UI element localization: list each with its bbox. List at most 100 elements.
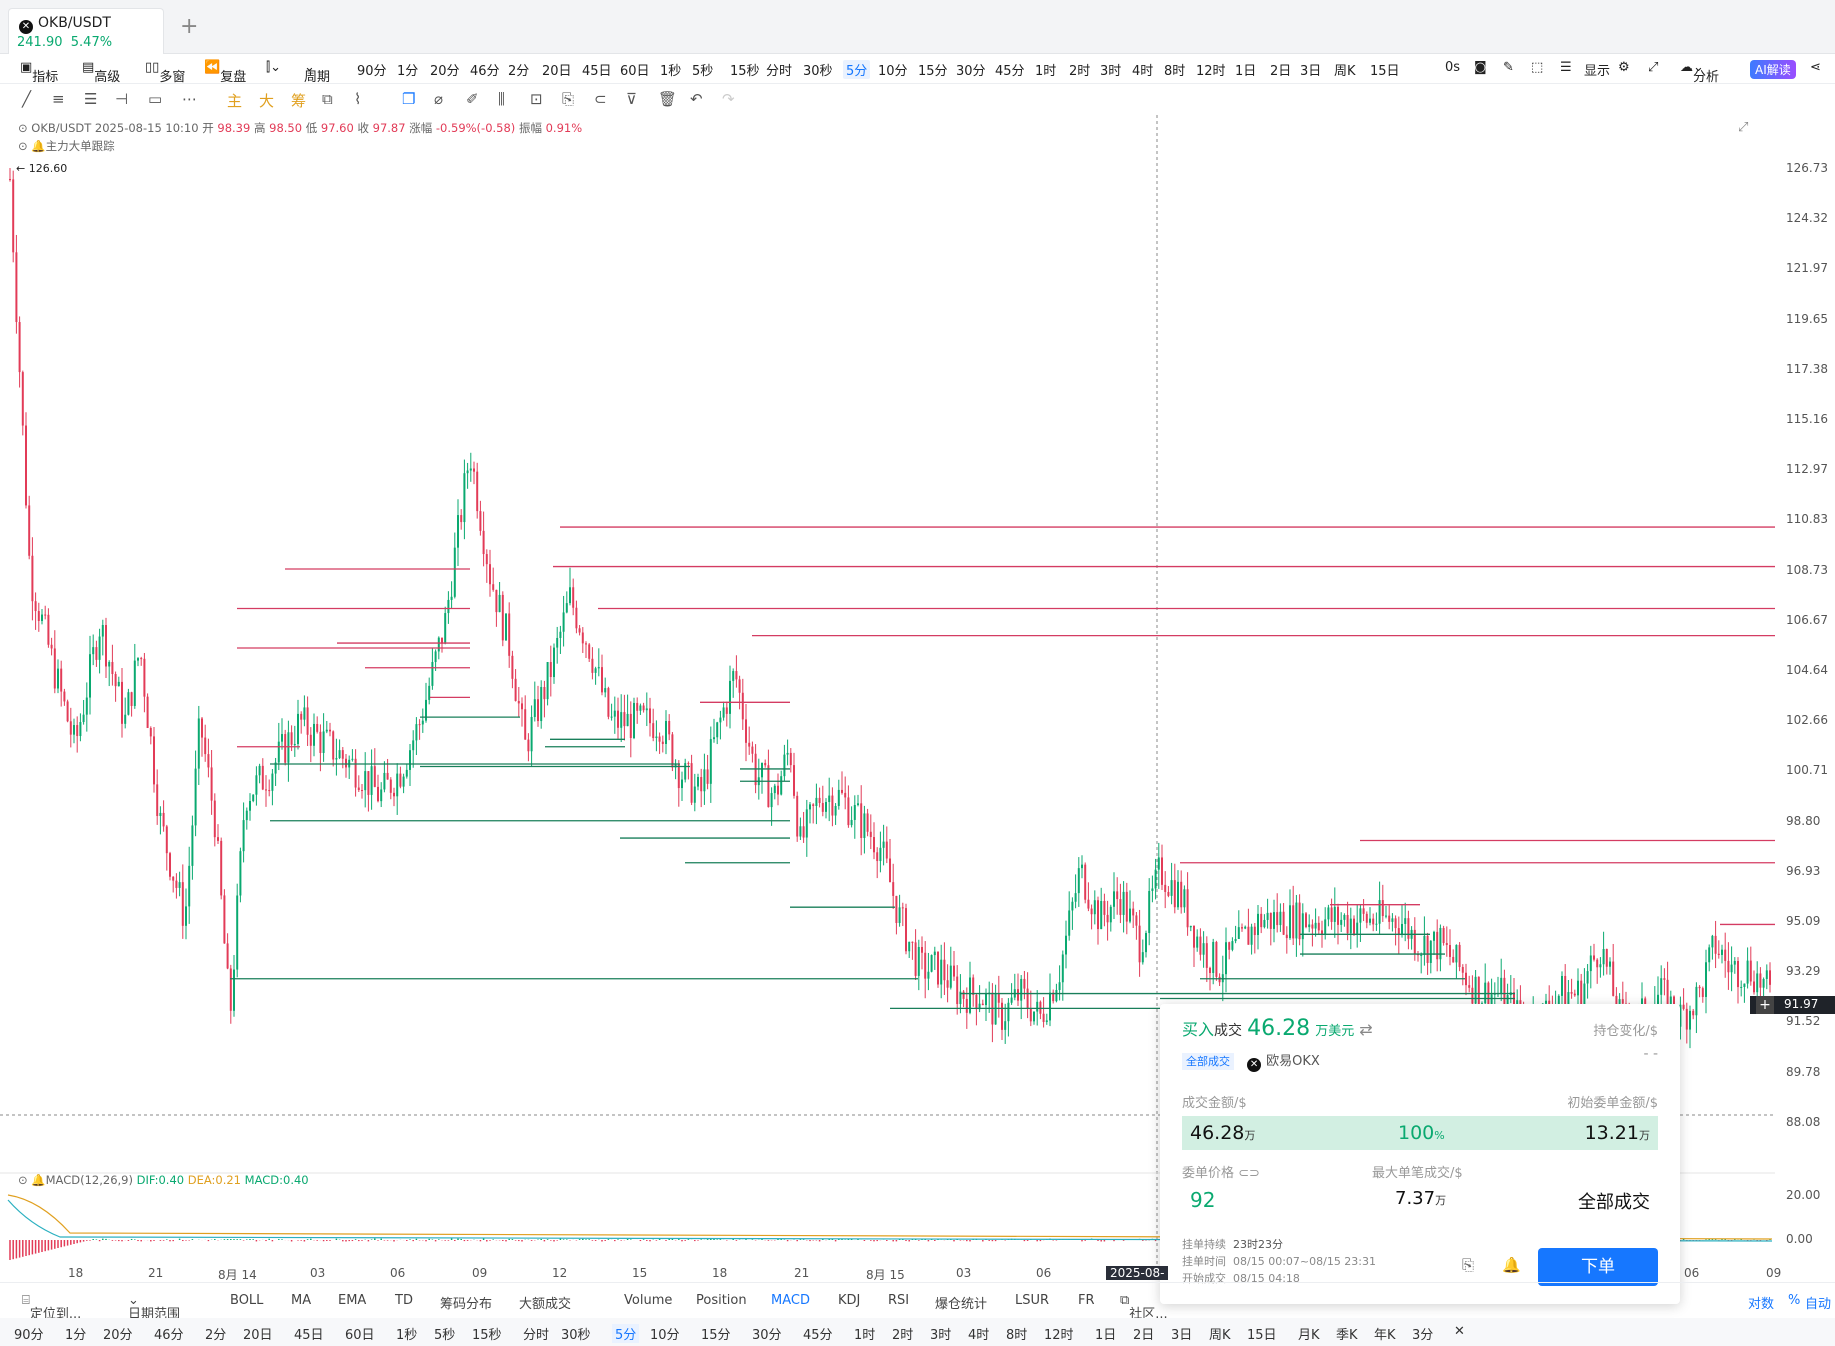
- lock-icon[interactable]: ⊡: [530, 90, 543, 108]
- ind-ma[interactable]: MA: [291, 1293, 312, 1308]
- close-icon[interactable]: ✕: [1454, 1324, 1465, 1339]
- indicators-button[interactable]: ▣ 指标: [20, 60, 59, 85]
- toolbar-period-16[interactable]: 30分: [956, 64, 986, 79]
- rect-tool-icon[interactable]: ▭: [148, 90, 163, 108]
- toolbar-period-26[interactable]: 3日: [1300, 64, 1322, 79]
- toolbar-period-13[interactable]: 5分: [843, 60, 871, 79]
- period-bar-item-27[interactable]: 周K: [1209, 1328, 1231, 1343]
- toolbar-period-18[interactable]: 1时: [1035, 64, 1057, 79]
- toolbar-period-0[interactable]: 90分: [357, 64, 387, 79]
- ind-td[interactable]: TD: [395, 1293, 413, 1308]
- auto-button[interactable]: 自动: [1805, 1297, 1832, 1312]
- display-button[interactable]: 显示: [1584, 64, 1611, 79]
- ind-lsur[interactable]: LSUR: [1015, 1293, 1050, 1308]
- toolbar-period-11[interactable]: 分时: [766, 64, 793, 79]
- magnet-icon[interactable]: ⊂: [594, 90, 607, 108]
- period-bar-item-18[interactable]: 1时: [854, 1328, 876, 1343]
- period-bar-item-7[interactable]: 60日: [345, 1328, 375, 1343]
- ind-fr[interactable]: FR: [1078, 1293, 1095, 1308]
- big-order-button[interactable]: 大: [259, 92, 275, 110]
- toolbar-period-14[interactable]: 10分: [878, 64, 908, 79]
- ind-ema[interactable]: EMA: [338, 1293, 367, 1308]
- toolbar-period-28[interactable]: 15日: [1370, 64, 1400, 79]
- ai-interpret-button[interactable]: AI解读: [1750, 60, 1796, 79]
- period-bar-item-2[interactable]: 20分: [103, 1328, 133, 1343]
- date-range-button[interactable]: 日期范围 ⌄: [128, 1293, 181, 1322]
- line-tool-icon[interactable]: ╱: [22, 90, 32, 108]
- period-bar-item-4[interactable]: 2分: [205, 1328, 227, 1343]
- period-bar-item-5[interactable]: 20日: [243, 1328, 273, 1343]
- toolbar-period-9[interactable]: 5秒: [692, 64, 714, 79]
- main-force-button[interactable]: 主: [227, 92, 243, 110]
- toolbar-period-7[interactable]: 60日: [620, 64, 650, 79]
- trash-icon[interactable]: 🗑: [658, 90, 678, 108]
- analysis-button[interactable]: ☁ 分析 ⌄: [1680, 60, 1720, 85]
- toolbar-period-24[interactable]: 1日: [1235, 64, 1257, 79]
- toolbar-period-19[interactable]: 2时: [1069, 64, 1091, 79]
- ind-rsi[interactable]: RSI: [888, 1293, 910, 1308]
- filter-icon[interactable]: ⊽: [626, 90, 637, 108]
- period-bar-item-14[interactable]: 10分: [650, 1328, 680, 1343]
- bell-icon[interactable]: 🔔: [1502, 1256, 1521, 1274]
- period-dropdown[interactable]: 周期 ⌄: [304, 60, 331, 85]
- toolbar-period-4[interactable]: 2分: [508, 64, 530, 79]
- log-scale-button[interactable]: 对数: [1748, 1297, 1775, 1312]
- add-line-plus-icon[interactable]: +: [1756, 996, 1774, 1014]
- period-bar-item-28[interactable]: 15日: [1247, 1328, 1277, 1343]
- percent-button[interactable]: %: [1788, 1293, 1801, 1308]
- period-bar-item-3[interactable]: 46分: [154, 1328, 184, 1343]
- period-bar-item-24[interactable]: 1日: [1095, 1328, 1117, 1343]
- period-bar-item-23[interactable]: 12时: [1044, 1328, 1074, 1343]
- period-bar-item-25[interactable]: 2日: [1133, 1328, 1155, 1343]
- period-bar-item-9[interactable]: 5秒: [434, 1328, 456, 1343]
- ind-boll[interactable]: BOLL: [230, 1293, 264, 1308]
- multi-window-button[interactable]: ▯▯ 多窗: [145, 60, 186, 85]
- period-bar-item-1[interactable]: 1分: [65, 1328, 87, 1343]
- pencil-icon[interactable]: ✐: [466, 90, 479, 108]
- hline-tool-icon[interactable]: ≡: [52, 90, 65, 108]
- chart-type-icon[interactable]: ⫿⌄: [266, 60, 282, 75]
- undo-icon[interactable]: ↶: [690, 90, 703, 108]
- clipboard-icon[interactable]: ⎘: [1462, 1256, 1475, 1274]
- toolbar-period-22[interactable]: 8时: [1164, 64, 1186, 79]
- period-bar-item-17[interactable]: 45分: [803, 1328, 833, 1343]
- symbol-tab[interactable]: ✕ OKB/USDT 241.90 5.47%: [8, 8, 164, 54]
- toolbar-period-10[interactable]: 15秒: [730, 64, 760, 79]
- locate-button[interactable]: ⌸ 定位到...: [22, 1293, 82, 1322]
- period-bar-item-20[interactable]: 3时: [930, 1328, 952, 1343]
- brush-icon[interactable]: ⌇: [354, 90, 362, 108]
- ind-community[interactable]: ⧉ 社区...: [1120, 1293, 1168, 1322]
- crop-icon[interactable]: ⬚: [1531, 60, 1544, 75]
- toolbar-period-23[interactable]: 12时: [1196, 64, 1226, 79]
- redo-icon[interactable]: ↷: [722, 90, 735, 108]
- ind-large-trades[interactable]: 大额成交: [519, 1297, 572, 1312]
- period-bar-item-8[interactable]: 1秒: [396, 1328, 418, 1343]
- period-bar-item-22[interactable]: 8时: [1006, 1328, 1028, 1343]
- fullscreen-icon[interactable]: ⤢: [1648, 60, 1659, 75]
- copy-icon[interactable]: ❐: [402, 90, 416, 108]
- period-bar-item-21[interactable]: 4时: [968, 1328, 990, 1343]
- toolbar-period-17[interactable]: 45分: [995, 64, 1025, 79]
- tracker-label[interactable]: ⊙ 🔔主力大单跟踪: [18, 139, 115, 153]
- period-bar-item-16[interactable]: 30分: [752, 1328, 782, 1343]
- period-bar-item-12[interactable]: 30秒: [561, 1328, 591, 1343]
- toolbar-period-20[interactable]: 3时: [1100, 64, 1122, 79]
- chips-button[interactable]: 筹: [291, 92, 307, 110]
- period-bar-item-29[interactable]: 月K: [1298, 1328, 1320, 1343]
- swap-icon[interactable]: ⇄: [1359, 1020, 1373, 1039]
- toolbar-period-12[interactable]: 30秒: [803, 64, 833, 79]
- period-bar-item-19[interactable]: 2时: [892, 1328, 914, 1343]
- toolbar-period-6[interactable]: 45日: [582, 64, 612, 79]
- period-bar-item-26[interactable]: 3日: [1171, 1328, 1193, 1343]
- ruler-icon[interactable]: ⌀: [434, 90, 444, 108]
- period-bar-item-6[interactable]: 45日: [294, 1328, 324, 1343]
- toolbar-period-3[interactable]: 46分: [470, 64, 500, 79]
- add-tab-plus-icon[interactable]: +: [180, 14, 199, 39]
- period-bar-item-10[interactable]: 15秒: [472, 1328, 502, 1343]
- period-bar-item-13[interactable]: 5分: [612, 1324, 640, 1343]
- toolbar-period-8[interactable]: 1秒: [660, 64, 682, 79]
- list-icon[interactable]: ☰: [1560, 60, 1572, 75]
- period-bar-item-15[interactable]: 15分: [701, 1328, 731, 1343]
- candles-icon[interactable]: ⫼: [498, 90, 505, 108]
- pen-icon[interactable]: ✎: [1503, 60, 1514, 75]
